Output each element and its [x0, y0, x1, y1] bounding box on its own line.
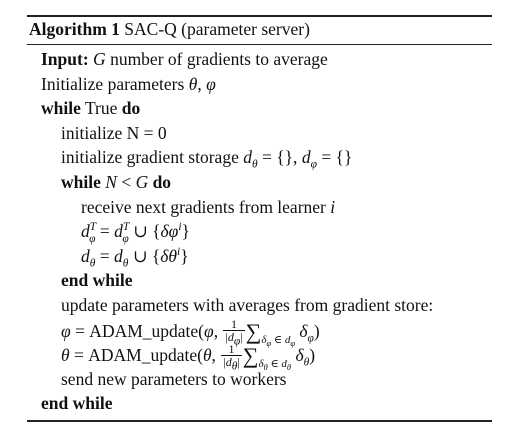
line-input: Input: G number of gradients to average	[41, 49, 328, 69]
line-store-theta: dθ = dθ ∪ {δθi}	[81, 245, 189, 270]
line-send: send new parameters to workers	[61, 368, 287, 389]
algorithm-block: Algorithm 1 SAC-Q (parameter server) Inp…	[27, 15, 492, 422]
algorithm-label: Algorithm 1	[29, 19, 120, 39]
fraction-theta: 1 |dθ|	[221, 341, 242, 372]
line-outer-while: while True do	[41, 98, 141, 119]
line-init-n: initialize N = 0	[61, 122, 167, 143]
line-inner-while: while N < G do	[61, 171, 172, 192]
line-update-theta: θ = ADAM_update(θ, 1 |dθ| ∑δθ ∈ dθ δθ)	[61, 341, 316, 373]
line-update-text: update parameters with averages from gra…	[61, 294, 434, 315]
line-receive: receive next gradients from learner i	[81, 196, 336, 217]
line-outer-end-while: end while	[41, 393, 113, 414]
line-inner-end-while: end while	[61, 270, 133, 291]
algorithm-caption: Algorithm 1 SAC-Q (parameter server)	[27, 17, 492, 41]
fraction-phi: 1 |dφ|	[223, 317, 245, 348]
algorithm-body: Input: G number of gradients to average …	[27, 45, 492, 416]
line-store-phi: dTφ = dTφ ∪ {δφi}	[81, 221, 190, 245]
top-rule	[27, 15, 492, 17]
line-init-params: Initialize parameters θ, φ	[41, 73, 216, 94]
caption-rule	[27, 44, 492, 45]
algorithm-title: SAC-Q (parameter server)	[124, 19, 310, 39]
line-init-storage: initialize gradient storage dθ = {}, dφ …	[61, 147, 353, 171]
bottom-rule	[27, 419, 492, 422]
line-update-phi: φ = ADAM_update(φ, 1 |dφ| ∑δφ ∈ dφ δφ)	[61, 317, 320, 348]
